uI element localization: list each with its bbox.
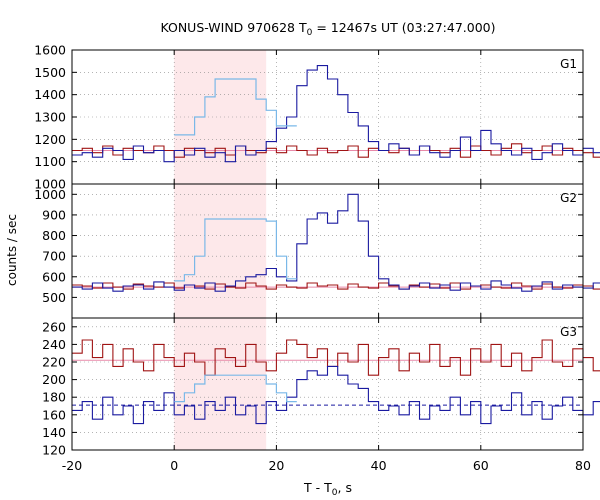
x-axis-label-rest: , s [338, 480, 352, 495]
y-tick-label: 1500 [34, 65, 66, 80]
series-layer [72, 65, 600, 425]
shaded-interval-bands [174, 50, 267, 450]
y-tick-label: 120 [42, 443, 66, 458]
shaded-interval-g3 [174, 318, 267, 450]
y-tick-label: 220 [42, 355, 66, 370]
x-tick-label: 20 [268, 458, 284, 473]
panel-label-g1: G1 [560, 57, 577, 71]
y-tick-label: 140 [42, 425, 66, 440]
y-tick-label: 180 [42, 390, 66, 405]
y-axis-label: counts / sec [5, 214, 19, 286]
y-tick-label: 1400 [34, 87, 66, 102]
y-tick-label: 1600 [34, 43, 66, 58]
panel-frame-g3 [71, 317, 584, 451]
light-blue-series-g2 [174, 218, 297, 282]
x-tick-labels: -20 0 20 40 60 80 [62, 458, 591, 473]
x-tick-label: 0 [170, 458, 178, 473]
light-blue-series-g1 [174, 78, 297, 136]
y-tick-label: 500 [42, 290, 66, 305]
panel-label-g3: G3 [560, 325, 577, 339]
y-tick-label: 1000 [34, 187, 66, 202]
y-tick-label: 900 [42, 207, 66, 222]
chart-title: KONUS-WIND 970628 T0 = 12467s UT (03:27:… [160, 20, 495, 38]
blue-series-g1 [72, 65, 600, 163]
y-tick-label: 1300 [34, 110, 66, 125]
panel-frame-g2 [71, 183, 584, 319]
light-blue-series-g3 [174, 374, 297, 403]
y-tick-label: 1100 [34, 154, 66, 169]
x-tick-label: 40 [371, 458, 387, 473]
red-series-g1 [72, 143, 600, 158]
x-tick-label: -20 [62, 458, 82, 473]
y-tick-label: 1200 [34, 132, 66, 147]
chart-title-rest: = 12467s UT (03:27:47.000) [312, 20, 495, 35]
y-tick-label: 1000 [34, 177, 66, 192]
y-tick-label: 240 [42, 337, 66, 352]
x-axis-label-main: T - T [303, 480, 332, 495]
panel-label-g2: G2 [560, 191, 577, 205]
panel-labels: G1 G2 G3 [560, 57, 577, 339]
y-tick-label: 260 [42, 319, 66, 334]
y-tick-label: 160 [42, 407, 66, 422]
panel-frames [71, 49, 584, 451]
shaded-interval-g2 [174, 184, 267, 318]
x-tick-label: 80 [575, 458, 591, 473]
chart-title-subscript: 0 [307, 28, 313, 38]
y-tick-labels: 1000 1100 1200 1300 1400 1500 1600 500 600 700 800… [34, 43, 66, 458]
chart-title-main: KONUS-WIND 970628 T [160, 20, 306, 35]
y-tick-label: 800 [42, 228, 66, 243]
y-tick-label: 700 [42, 249, 66, 264]
x-axis-label: T - T0, s [303, 480, 352, 498]
x-axis-label-subscript: 0 [332, 488, 338, 498]
panel-grid [72, 50, 583, 450]
y-tick-label: 200 [42, 372, 66, 387]
y-tick-label: 600 [42, 269, 66, 284]
x-tick-label: 60 [473, 458, 489, 473]
